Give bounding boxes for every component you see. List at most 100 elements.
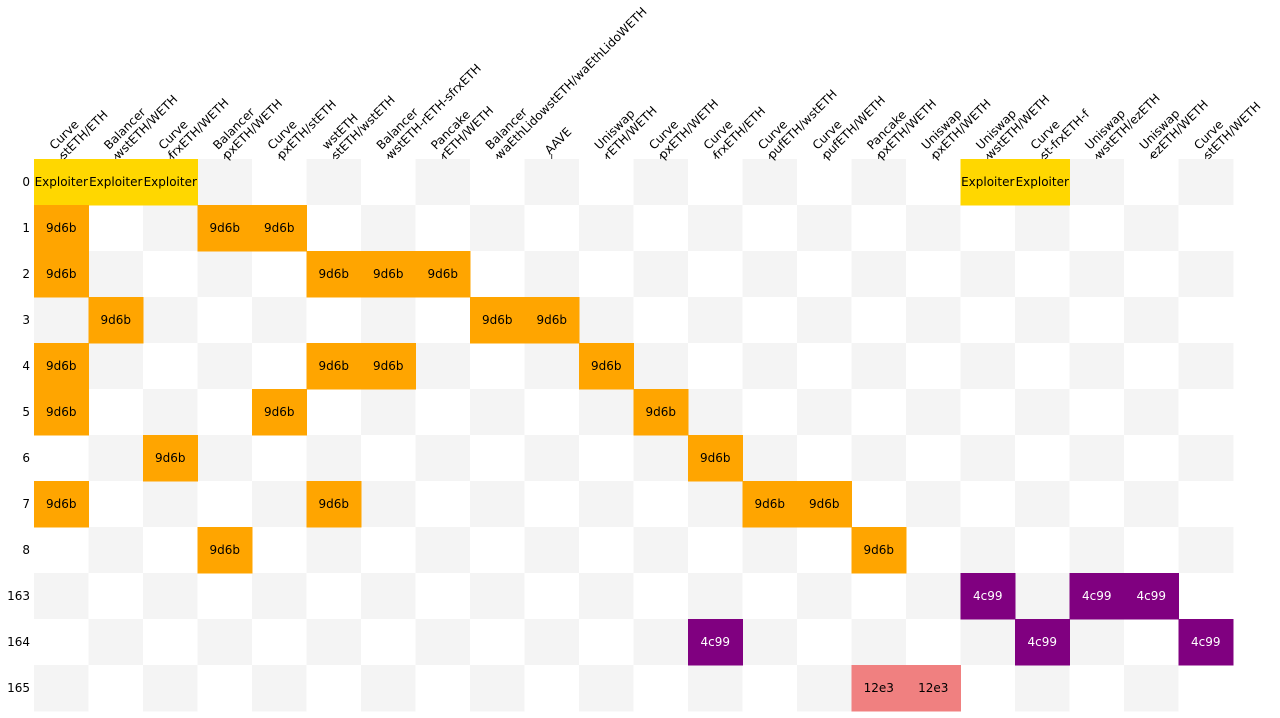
background-cell [197,389,253,436]
background-cell [688,389,743,436]
cell-label: Exploiter [35,175,88,189]
background-cell [306,297,362,344]
background-cell [524,435,580,482]
background-cell [1069,619,1125,666]
background-cell [851,573,907,620]
background-cell [470,205,525,252]
background-cell [524,251,580,298]
heatmap-cell-9d6b [34,205,89,252]
background-cell [633,343,689,390]
background-cell [470,389,525,436]
background-cell [88,435,144,482]
cell-label: 9d6b [809,497,840,511]
cell-label: 12e3 [918,681,948,695]
background-cell [1069,527,1125,574]
background-cell [742,527,798,574]
background-cell [470,665,525,712]
background-cell [1015,343,1070,390]
background-cell [960,251,1016,298]
cell-label: 9d6b [645,405,676,419]
background-cell [306,527,362,574]
background-cell [143,619,198,666]
background-cell [524,205,580,252]
heatmap-cell-4c99 [1015,619,1070,666]
background-cell [306,389,362,436]
cell-label: 9d6b [700,451,731,465]
background-cell [143,527,198,574]
background-cell [470,573,525,620]
background-cell [34,665,89,712]
background-cell [1015,205,1070,252]
heatmap-cell-9d6b [197,205,253,252]
background-cell [415,159,471,206]
background-cell [1178,297,1234,344]
background-cell [88,573,144,620]
background-cell [306,435,362,482]
background-cell [1069,251,1125,298]
background-cell [252,159,307,206]
background-cell [1069,343,1125,390]
background-cell [252,297,307,344]
heatmap-cell-exploiter [34,159,89,206]
background-cell [851,481,907,528]
background-cell [851,251,907,298]
background-cell [524,527,580,574]
heatmap-cell-9d6b [579,343,634,390]
background-cell [88,527,144,574]
cell-label: Exploiter [1016,175,1069,189]
heatmap-cell-9d6b [742,481,798,528]
background-cell [688,251,743,298]
background-cell [361,527,416,574]
row-tick-label: 0 [22,175,30,189]
background-cell [252,435,307,482]
background-cell [851,159,907,206]
background-cell [1124,435,1179,482]
background-cell [361,619,416,666]
background-cell [1015,665,1070,712]
background-cell [88,481,144,528]
background-cell [1015,297,1070,344]
background-cell [1124,481,1179,528]
background-cell [415,665,471,712]
background-cell [143,665,198,712]
heatmap-cell-9d6b [361,343,416,390]
cell-label: Exploiter [89,175,142,189]
row-tick-label: 7 [22,497,30,511]
background-cell [252,665,307,712]
heatmap-cell-exploiter [143,159,198,206]
background-cell [306,159,362,206]
background-cell [633,665,689,712]
background-cell [1178,435,1234,482]
background-cell [1178,251,1234,298]
background-cell [797,159,852,206]
heatmap-cell-9d6b [34,251,89,298]
background-cell [1124,251,1179,298]
background-cell [524,389,580,436]
background-cell [143,297,198,344]
heatmap-cell-9d6b [143,435,198,482]
background-cell [960,343,1016,390]
heatmap-cell-9d6b [524,297,580,344]
background-cell [579,159,634,206]
background-cell [797,619,852,666]
background-cell [688,159,743,206]
cell-label: 9d6b [318,497,349,511]
background-cell [34,619,89,666]
background-cell [1178,389,1234,436]
background-cell [1124,159,1179,206]
heatmap-cell-exploiter [1015,159,1070,206]
background-cell [470,343,525,390]
cell-label: 9d6b [863,543,894,557]
background-cell [742,297,798,344]
background-cell [906,435,961,482]
background-cell [361,665,416,712]
row-tick-label: 1 [22,221,30,235]
background-cell [1069,435,1125,482]
background-cell [579,665,634,712]
background-cell [470,527,525,574]
row-tick-label: 3 [22,313,30,327]
background-cell [579,435,634,482]
background-cell [1178,573,1234,620]
background-cell [633,573,689,620]
background-cell [361,573,416,620]
